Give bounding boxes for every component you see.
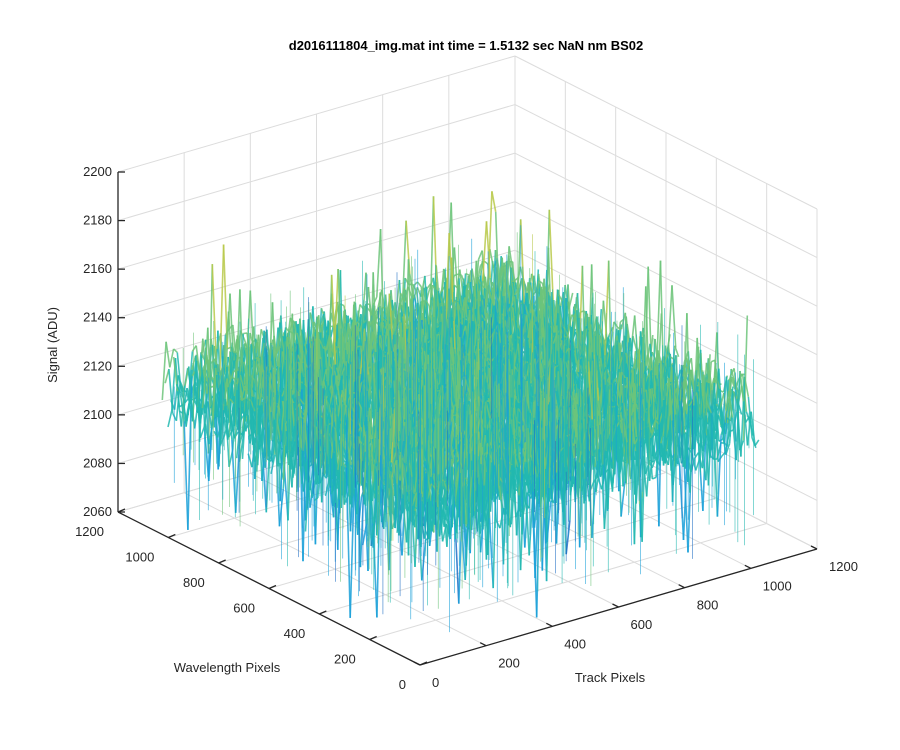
surface-segment (224, 311, 230, 363)
surface-segment (538, 280, 543, 284)
surface-segment (183, 420, 189, 530)
surface-segment (330, 347, 336, 355)
surface-segment (476, 314, 483, 334)
surface-segment (424, 299, 430, 307)
surface-segment (176, 391, 183, 427)
surface-segment (250, 374, 256, 381)
surface-segment (483, 260, 489, 265)
surface-segment (198, 370, 205, 442)
chart-title: d2016111804_img.mat int time = 1.5132 se… (289, 38, 643, 53)
surface-segment (485, 221, 492, 278)
surface-segment (219, 244, 225, 376)
right-wall-grid-z (514, 201, 818, 356)
surface-segment (495, 278, 501, 292)
surface-segment (247, 453, 253, 468)
surface-segment (442, 277, 448, 303)
surface-segment (416, 281, 422, 288)
surface-segment (229, 398, 235, 405)
surface-segment (273, 335, 279, 367)
surface-segment (465, 272, 470, 276)
surface-segment (481, 300, 487, 319)
surface-segment (548, 209, 554, 300)
surface-segment (242, 374, 248, 432)
back-wall-grid-z (117, 104, 516, 222)
surface-segment (164, 368, 170, 384)
surface-segment (487, 191, 493, 287)
surface-segment (299, 398, 305, 405)
floor-grid-y (369, 523, 767, 640)
surface-segment (412, 287, 419, 299)
surface-segment (161, 341, 167, 401)
surface-segment (489, 296, 496, 306)
surface-segment (330, 274, 337, 365)
surface-segment (491, 281, 497, 292)
surface-segment (457, 303, 463, 317)
surface-segment (213, 430, 219, 438)
surface-segment (240, 397, 246, 402)
surface-segment (382, 328, 388, 351)
surface-segment (249, 290, 255, 362)
surface-segment (177, 375, 183, 392)
surface-segment (509, 296, 515, 309)
surface-segment (209, 373, 215, 381)
surface-segment (494, 211, 501, 316)
surface-segment (453, 247, 459, 302)
surface-segment (511, 280, 516, 284)
surface-segment (165, 341, 171, 368)
surface-segment (187, 369, 193, 416)
back-wall-grid-z (117, 152, 516, 270)
surface-segment (169, 348, 175, 368)
surface-segment (229, 371, 235, 383)
surface-segment (184, 366, 190, 386)
surface-segment (187, 351, 194, 399)
surface-segment (230, 416, 236, 439)
surface-segment (259, 342, 266, 363)
surface-segment (531, 310, 537, 322)
right-wall-grid-z (514, 152, 818, 307)
surface-segment (481, 221, 488, 281)
surface-segment (243, 349, 250, 385)
surface-layer (161, 191, 760, 633)
surface-segment (232, 351, 238, 354)
right-wall-grid-z (514, 55, 818, 210)
surface-segment (200, 351, 206, 361)
surface-segment (492, 287, 498, 299)
surface-segment (276, 353, 282, 383)
surface-segment (207, 427, 213, 477)
surface-segment (466, 283, 473, 295)
surface-segment (376, 228, 382, 297)
surface-segment (175, 383, 182, 394)
right-wall-grid-z (514, 249, 818, 404)
surface-segment (173, 375, 180, 410)
surface-segment (316, 316, 322, 335)
surface-segment (203, 401, 209, 428)
surface-segment (250, 400, 256, 412)
surface-segment (508, 246, 514, 272)
surface-segment (491, 191, 497, 212)
surface-segment (519, 219, 526, 308)
surface-segment (173, 348, 178, 353)
surface-segment (211, 264, 217, 362)
surface-segment (413, 281, 419, 287)
right-wall-grid-z (514, 104, 818, 259)
back-wall-grid-z (117, 55, 516, 173)
surface-segment (224, 398, 230, 467)
surface-segment (239, 374, 245, 391)
surface-segment (239, 413, 245, 421)
back-wall-grid-z (117, 201, 516, 319)
surface-segment (199, 426, 205, 439)
surface-segment (210, 415, 216, 429)
surface-segment (276, 328, 282, 352)
surface-segment (190, 397, 196, 429)
surface-segment (241, 398, 247, 459)
surface-segment (167, 410, 173, 428)
surface-segment (209, 385, 214, 389)
surface-segment (399, 288, 406, 304)
surface-segment (206, 363, 212, 394)
